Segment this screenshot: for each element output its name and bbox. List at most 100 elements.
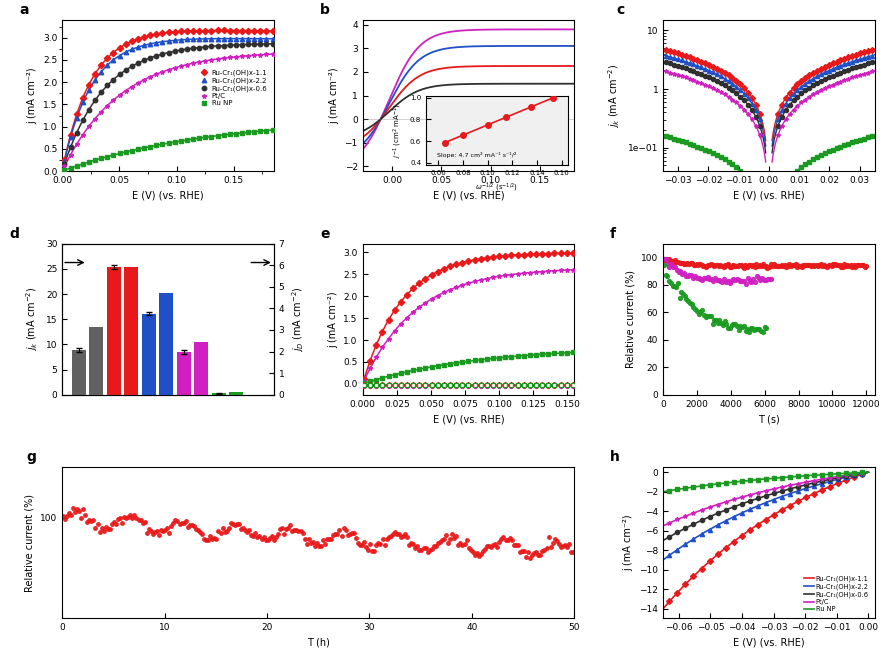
Ru NP [65, 164, 75, 172]
Ru-Cr₁(OH)x-1.1 [261, 27, 272, 35]
Bar [178, 352, 191, 395]
Ru-Cr₁(OH)x-1.1 [83, 80, 94, 88]
Ru-Cr₁(OH)x-1.1 [59, 156, 70, 164]
Pt/C [249, 51, 259, 59]
Pt/C [65, 151, 75, 159]
Ru-Cr₁(OH)x-0.6 [863, 468, 874, 476]
Ru-Cr₁(OH)x-1.1 [194, 27, 204, 35]
Ru-Cr₁(OH)x-1.1 [65, 131, 75, 139]
Ru-Cr₁(OH)x-2.2 [59, 157, 70, 165]
Line: Ru NP: Ru NP [62, 128, 274, 172]
Ru NP [200, 134, 210, 142]
Ru NP [831, 470, 842, 478]
Ru-Cr₁(OH)x-2.2 [249, 35, 259, 43]
Ru NP [77, 160, 88, 168]
Ru NP [658, 487, 669, 495]
Ru NP [71, 162, 82, 170]
Line: Ru-Cr₁(OH)x-0.6: Ru-Cr₁(OH)x-0.6 [62, 42, 274, 166]
Ru-Cr₁(OH)x-0.6 [157, 50, 168, 58]
Ru NP [267, 126, 278, 134]
Ru-Cr₁(OH)x-2.2 [658, 556, 669, 564]
Text: g: g [27, 450, 36, 464]
Ru-Cr₁(OH)x-0.6 [261, 40, 272, 48]
Ru NP [181, 136, 192, 144]
Bar [89, 327, 103, 395]
Ru-Cr₁(OH)x-2.2 [96, 68, 107, 76]
Ru-Cr₁(OH)x-0.6 [77, 116, 88, 124]
Pt/C [176, 62, 186, 70]
Text: d: d [9, 227, 20, 241]
Bar [72, 350, 86, 395]
Pt/C [225, 53, 235, 61]
Ru-Cr₁(OH)x-1.1 [115, 44, 125, 52]
Ru-Cr₁(OH)x-0.6 [658, 537, 669, 545]
Ru NP [249, 128, 259, 136]
Pt/C [261, 51, 272, 59]
Ru-Cr₁(OH)x-1.1 [658, 604, 669, 612]
Ru NP [139, 144, 149, 152]
Ru-Cr₁(OH)x-2.2 [200, 35, 210, 43]
Ru NP [261, 126, 272, 134]
Ru-Cr₁(OH)x-1.1 [187, 27, 198, 35]
Ru NP [102, 153, 113, 161]
Ru-Cr₁(OH)x-1.1 [139, 33, 149, 41]
Ru-Cr₁(OH)x-1.1 [200, 27, 210, 35]
Pt/C [115, 91, 125, 99]
Ru NP [844, 469, 854, 477]
Ru NP [151, 142, 162, 150]
Ru-Cr₁(OH)x-0.6 [249, 41, 259, 49]
Ru-Cr₁(OH)x-0.6 [163, 49, 174, 57]
Ru NP [780, 473, 790, 481]
Ru-Cr₁(OH)x-0.6 [121, 66, 131, 74]
Ru-Cr₁(OH)x-1.1 [780, 505, 790, 513]
Ru-Cr₁(OH)x-0.6 [145, 54, 155, 62]
Ru-Cr₁(OH)x-1.1 [780, 504, 790, 512]
Ru-Cr₁(OH)x-0.6 [783, 485, 794, 493]
Ru-Cr₁(OH)x-0.6 [151, 52, 162, 60]
Ru-Cr₁(OH)x-0.6 [181, 45, 192, 53]
Ru-Cr₁(OH)x-1.1 [231, 27, 242, 35]
Ru-Cr₁(OH)x-1.1 [163, 29, 174, 37]
Pt/C [96, 108, 107, 116]
Ru NP [163, 139, 174, 147]
Ru NP [658, 487, 669, 495]
Ru NP [231, 130, 242, 138]
Pt/C [187, 59, 198, 67]
Pt/C [658, 521, 669, 529]
Ru-Cr₁(OH)x-0.6 [108, 76, 119, 84]
Bar [228, 392, 242, 395]
Ru-Cr₁(OH)x-0.6 [83, 106, 94, 114]
Pt/C [780, 482, 790, 490]
Ru-Cr₁(OH)x-1.1 [212, 27, 223, 35]
Ru-Cr₁(OH)x-1.1 [96, 61, 107, 69]
Ru NP [83, 158, 94, 166]
Ru-Cr₁(OH)x-2.2 [139, 41, 149, 49]
Pt/C [139, 76, 149, 84]
Bar [123, 267, 138, 395]
Pt/C [83, 122, 94, 130]
Ru-Cr₁(OH)x-1.1 [126, 37, 137, 45]
Text: c: c [616, 3, 625, 17]
Ru NP [255, 127, 266, 135]
Ru NP [132, 145, 143, 153]
Y-axis label: j (mA cm⁻²): j (mA cm⁻²) [329, 67, 339, 124]
Ru-Cr₁(OH)x-0.6 [267, 40, 278, 48]
Ru-Cr₁(OH)x-0.6 [212, 42, 223, 50]
Pt/C [77, 131, 88, 139]
Ru NP [218, 131, 229, 139]
Y-axis label: $j_k$ (mA cm$^{-2}$): $j_k$ (mA cm$^{-2}$) [607, 63, 622, 128]
Ru NP [157, 140, 168, 148]
Ru-Cr₁(OH)x-2.2 [115, 52, 125, 60]
Pt/C [863, 468, 874, 476]
Ru-Cr₁(OH)x-2.2 [77, 98, 88, 106]
Ru-Cr₁(OH)x-0.6 [200, 43, 210, 51]
X-axis label: E (V) (vs. RHE): E (V) (vs. RHE) [733, 638, 805, 648]
Ru-Cr₁(OH)x-2.2 [151, 39, 162, 47]
Pt/C [218, 55, 229, 63]
Ru-Cr₁(OH)x-2.2 [83, 86, 94, 94]
Ru-Cr₁(OH)x-2.2 [90, 76, 100, 84]
Ru-Cr₁(OH)x-2.2 [206, 35, 217, 43]
Ru-Cr₁(OH)x-2.2 [65, 133, 75, 141]
Ru-Cr₁(OH)x-1.1 [844, 475, 854, 483]
Ru-Cr₁(OH)x-1.1 [783, 502, 794, 510]
